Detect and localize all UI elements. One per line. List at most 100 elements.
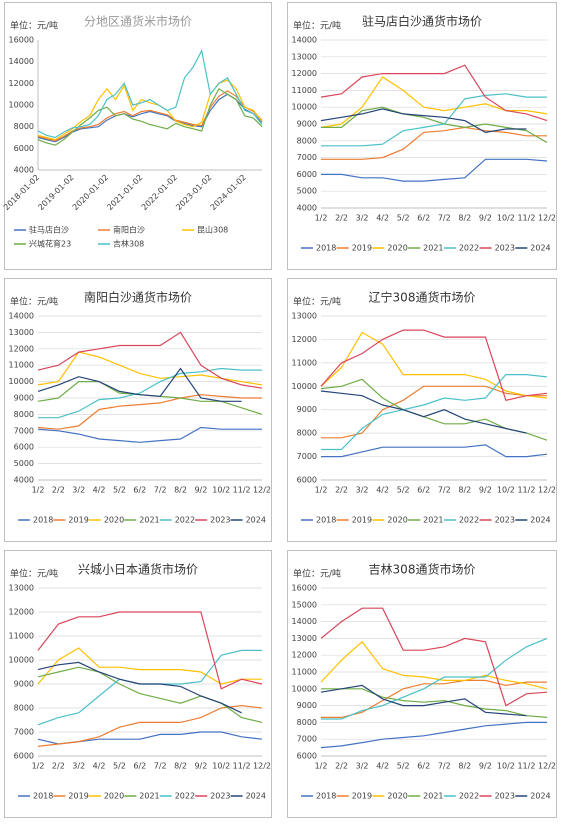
- x-tick-label: 2/2: [335, 486, 348, 495]
- series-line: [321, 374, 548, 451]
- x-tick-label: 9/2: [194, 762, 207, 771]
- x-tick-label: 1/2: [315, 214, 328, 223]
- series-line: [321, 93, 547, 147]
- legend-label: 2019: [352, 244, 372, 253]
- legend-label: 2022: [175, 792, 195, 801]
- y-tick-label: 11000: [9, 632, 34, 641]
- x-tick-label: 10/2: [212, 486, 230, 495]
- x-tick-label: 5/2: [113, 486, 126, 495]
- y-tick-label: 12000: [9, 344, 34, 353]
- y-tick-label: 15000: [292, 600, 317, 609]
- x-tick-label: 7/2: [438, 214, 451, 223]
- y-tick-label: 11000: [9, 361, 34, 370]
- legend-label: 2023: [495, 792, 515, 801]
- x-tick-label: 4/2: [93, 762, 106, 771]
- series-line: [37, 49, 263, 139]
- x-tick-label: 4/2: [376, 214, 389, 223]
- y-tick-label: 9000: [297, 701, 317, 710]
- y-tick-label: 6000: [14, 752, 34, 761]
- x-tick-label: 4/2: [376, 486, 389, 495]
- x-tick-label: 3/2: [72, 762, 85, 771]
- x-tick-label: 10/2: [497, 486, 515, 495]
- x-tick-label: 12/2: [538, 486, 556, 495]
- chart-panel: 驻马店白沙通货市场价 单位：元/吨 4000 5000 6000 7000 8000 9000…: [287, 2, 557, 270]
- series-line: [37, 666, 263, 723]
- y-tick-label: 10000: [292, 103, 317, 112]
- legend-label: 2020: [104, 792, 124, 801]
- y-tick-label: 8000: [14, 122, 34, 131]
- y-tick-label: 10000: [9, 656, 34, 665]
- chart-title: 南阳白沙通货市场价: [84, 290, 192, 305]
- legend-label: 2022: [459, 792, 479, 801]
- x-tick-label: 6/2: [417, 486, 430, 495]
- x-tick-label: 11/2: [233, 486, 251, 495]
- x-tick-label: 2/2: [335, 214, 348, 223]
- x-tick-label: 4/2: [376, 762, 389, 771]
- x-tick-label: 11/2: [517, 762, 535, 771]
- legend-label: 2021: [423, 792, 443, 801]
- y-tick-label: 4000: [14, 166, 34, 175]
- series-line: [320, 640, 548, 690]
- series-line: [37, 394, 262, 430]
- y-tick-label: 6000: [297, 752, 317, 761]
- x-tick-label: 12/2: [538, 214, 556, 223]
- y-tick-label: 12000: [9, 79, 34, 88]
- x-tick-label: 5/2: [397, 486, 410, 495]
- y-tick-label: 11000: [292, 86, 317, 95]
- series-line: [320, 721, 547, 749]
- series-line: [37, 331, 263, 389]
- x-tick-label: 12/2: [253, 762, 271, 771]
- y-tick-label: 14000: [9, 57, 34, 66]
- y-tick-label: 5000: [14, 459, 34, 468]
- unit-label: 单位：元/吨: [293, 20, 341, 32]
- y-tick-label: 16000: [292, 584, 317, 593]
- x-tick-label: 5/2: [397, 214, 410, 223]
- chart-panel: 南阳白沙通货市场价 单位：元/吨 4000 5000 6000 7000 8000 9000 1…: [4, 278, 272, 542]
- legend-label: 2019: [68, 516, 88, 525]
- legend-label: 昆山308: [197, 225, 228, 235]
- x-tick-label: 11/2: [517, 214, 535, 223]
- legend-label: 2023: [210, 792, 230, 801]
- legend-label: 2021: [423, 244, 443, 253]
- x-tick-label: 7/2: [154, 486, 167, 495]
- y-tick-label: 5000: [297, 187, 317, 196]
- chart-panel: 辽宁308通货市场价 单位：元/吨 6000 7000 8000 9000 10000 110…: [287, 278, 557, 542]
- legend-label: 2021: [139, 792, 159, 801]
- legend-label: 2024: [246, 516, 266, 525]
- y-tick-label: 9000: [14, 680, 34, 689]
- series-line: [320, 684, 527, 717]
- y-tick-label: 13000: [292, 634, 317, 643]
- x-tick-label: 12/2: [253, 486, 271, 495]
- y-tick-label: 7000: [297, 735, 317, 744]
- x-tick-label: 4/2: [93, 486, 106, 495]
- y-tick-label: 9000: [14, 394, 34, 403]
- legend-label: 2022: [459, 516, 479, 525]
- x-tick-label: 3/2: [72, 486, 85, 495]
- legend-label: 2019: [68, 792, 88, 801]
- y-tick-label: 9000: [297, 120, 317, 129]
- series-line: [38, 367, 262, 419]
- chart-panel: 兴城小日本通货市场价 单位：元/吨 6000 7000 8000 9000 10000 110…: [4, 550, 272, 818]
- y-tick-label: 10000: [292, 684, 317, 693]
- x-tick-label: 3/2: [356, 486, 369, 495]
- y-tick-label: 11000: [292, 668, 317, 677]
- series-line: [37, 79, 263, 141]
- x-tick-label: 8/2: [174, 486, 187, 495]
- legend-label: 2024: [246, 792, 266, 801]
- x-tick-label: 6/2: [133, 762, 146, 771]
- series-line: [37, 426, 262, 443]
- x-tick-label: 2/2: [335, 762, 348, 771]
- y-tick-label: 9000: [297, 405, 317, 414]
- x-tick-label: 11/2: [517, 486, 535, 495]
- y-tick-label: 13000: [292, 312, 317, 321]
- series-line: [320, 607, 548, 707]
- legend-label: 2024: [530, 516, 550, 525]
- chart-panel: 吉林308通货市场价 单位：元/吨 6000 7000 8000 9000 10000 110…: [287, 550, 557, 818]
- y-tick-label: 12000: [292, 335, 317, 344]
- series-line: [321, 444, 548, 458]
- legend-label: 2020: [104, 516, 124, 525]
- x-tick-label: 12/2: [538, 762, 556, 771]
- legend-label: 2019: [352, 792, 372, 801]
- y-tick-label: 7000: [297, 153, 317, 162]
